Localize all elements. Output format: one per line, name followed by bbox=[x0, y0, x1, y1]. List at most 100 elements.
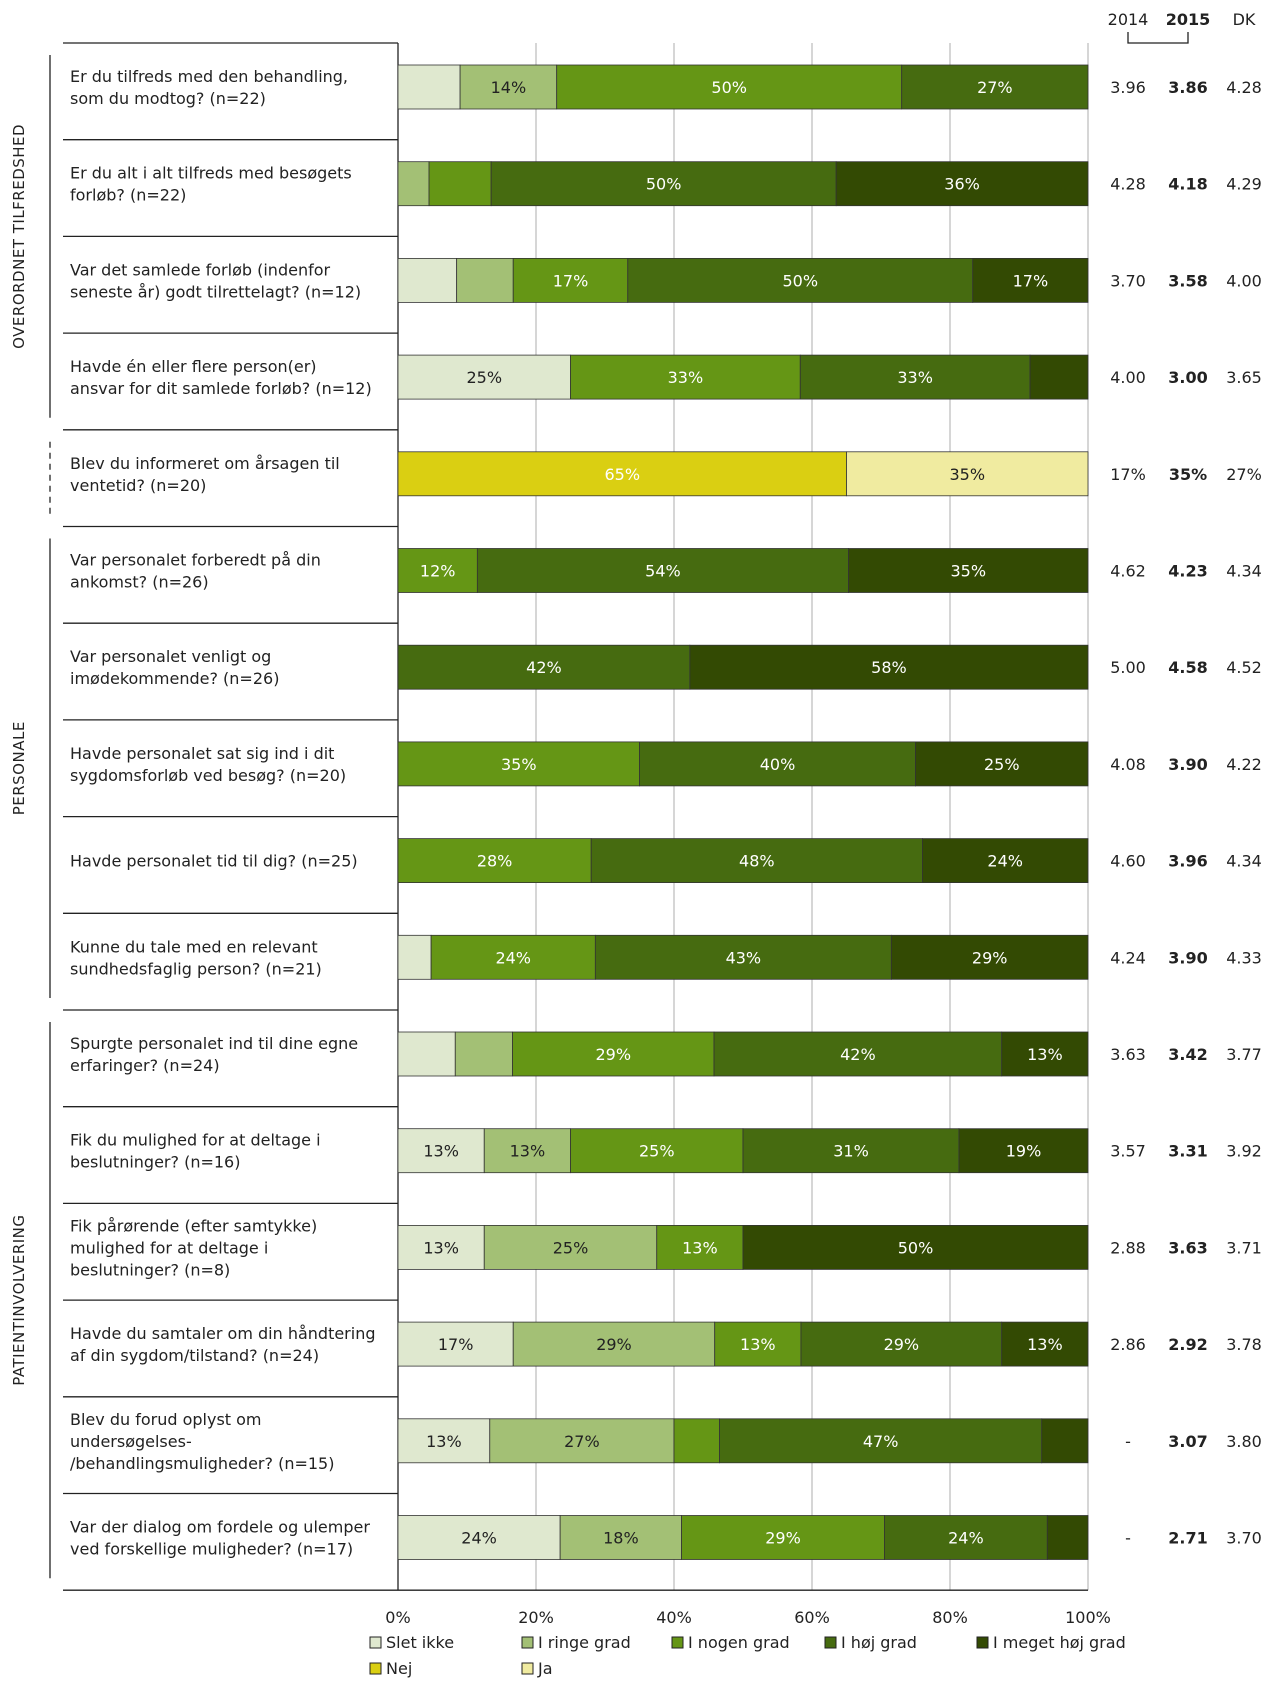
score-value: 3.77 bbox=[1226, 1045, 1262, 1064]
question-text: seneste år) godt tilrettelagt? (n=12) bbox=[70, 282, 361, 301]
score-value: 3.07 bbox=[1168, 1432, 1207, 1451]
score-value: 3.78 bbox=[1226, 1335, 1262, 1354]
bar-segment bbox=[800, 1321, 1003, 1367]
question-text: beslutninger? (n=8) bbox=[70, 1260, 230, 1279]
score-value: 5.00 bbox=[1110, 658, 1146, 677]
data-label: 29% bbox=[884, 1335, 920, 1354]
bar-segment bbox=[397, 644, 691, 690]
question-text: /behandlingsmuligheder? (n=15) bbox=[70, 1454, 334, 1473]
legend-label: I høj grad bbox=[841, 1633, 917, 1652]
score-value: - bbox=[1125, 1529, 1131, 1548]
question-text: sygdomsforløb ved besøg? (n=20) bbox=[70, 766, 346, 785]
score-value: 3.70 bbox=[1110, 271, 1146, 290]
score-value: 4.22 bbox=[1226, 755, 1262, 774]
data-label: 35% bbox=[951, 562, 987, 581]
data-label: 65% bbox=[604, 465, 640, 484]
score-value: 4.33 bbox=[1226, 948, 1262, 967]
bar-segment bbox=[594, 934, 892, 980]
score-value: 4.08 bbox=[1110, 755, 1146, 774]
score-value: 2.92 bbox=[1168, 1335, 1207, 1354]
score-value: 3.80 bbox=[1226, 1432, 1262, 1451]
data-label: 50% bbox=[646, 175, 682, 194]
data-label: 58% bbox=[871, 658, 907, 677]
data-label: 24% bbox=[461, 1529, 497, 1548]
score-value: 4.23 bbox=[1168, 562, 1207, 581]
bar-segment bbox=[490, 161, 837, 207]
legend-swatch bbox=[671, 1636, 684, 1649]
bar-segment bbox=[397, 1515, 561, 1560]
bar-segment bbox=[799, 354, 1031, 400]
question-text: Er du tilfreds med den behandling, bbox=[70, 67, 348, 86]
question-text: Fik pårørende (efter samtykke) bbox=[70, 1216, 317, 1235]
data-label: 50% bbox=[782, 271, 818, 290]
question-text: Var det samlede forløb (indenfor bbox=[70, 260, 331, 279]
score-value: 4.60 bbox=[1110, 852, 1146, 871]
bar-segment bbox=[512, 1321, 716, 1367]
score-value: 3.42 bbox=[1168, 1045, 1207, 1064]
bar-segment bbox=[742, 1225, 1089, 1270]
score-value: 27% bbox=[1226, 465, 1262, 484]
group-label: OVERORDNET TILFREDSHED bbox=[10, 124, 28, 349]
score-value: 4.34 bbox=[1226, 852, 1262, 871]
question-text: Er du alt i alt tilfreds med besøgets bbox=[70, 164, 352, 183]
group-label: PERSONALE bbox=[10, 721, 28, 815]
bar-segment bbox=[639, 741, 916, 787]
bar-segment bbox=[556, 64, 903, 110]
score-value: 3.90 bbox=[1168, 755, 1207, 774]
bar-segment bbox=[397, 64, 461, 110]
bar-segment bbox=[483, 1225, 658, 1270]
bar-segment bbox=[1046, 1515, 1089, 1560]
bar-segment bbox=[890, 934, 1089, 980]
year-bracket bbox=[1127, 32, 1189, 44]
bar-segment bbox=[846, 451, 1089, 497]
bar-segment bbox=[681, 1515, 885, 1560]
question-text: ventetid? (n=20) bbox=[70, 476, 206, 495]
score-value: 3.70 bbox=[1226, 1529, 1262, 1548]
data-label: 18% bbox=[603, 1529, 639, 1548]
score-value: 4.00 bbox=[1226, 271, 1262, 290]
bar-segment bbox=[428, 161, 492, 207]
data-label: 28% bbox=[477, 852, 513, 871]
question-text: beslutninger? (n=16) bbox=[70, 1153, 240, 1172]
question-text: Havde du samtaler om din håndtering bbox=[70, 1324, 376, 1343]
score-value: 4.00 bbox=[1110, 368, 1146, 387]
score-value: 4.28 bbox=[1226, 78, 1262, 97]
question-text: Havde én eller flere person(er) bbox=[70, 357, 317, 376]
bar-segment bbox=[512, 1031, 715, 1077]
data-label: 17% bbox=[553, 271, 589, 290]
bar-segment bbox=[901, 64, 1089, 110]
question-text: Havde personalet sat sig ind i dit bbox=[70, 744, 334, 763]
bar-segment bbox=[719, 1418, 1043, 1464]
data-label: 42% bbox=[526, 658, 562, 677]
question-text: som du modtog? (n=22) bbox=[70, 89, 266, 108]
data-label: 29% bbox=[596, 1335, 632, 1354]
score-value: 3.58 bbox=[1168, 271, 1207, 290]
data-label: 14% bbox=[491, 78, 527, 97]
bar-segment bbox=[570, 354, 801, 400]
data-label: 48% bbox=[739, 852, 775, 871]
legend-swatch bbox=[369, 1636, 382, 1649]
score-value: 2.88 bbox=[1110, 1238, 1146, 1257]
group-label: PATIENTINVOLVERING bbox=[10, 1214, 28, 1385]
score-value: 3.90 bbox=[1168, 948, 1207, 967]
bar-segment bbox=[397, 1321, 514, 1367]
bar-segment bbox=[713, 1031, 1003, 1077]
question-text: erfaringer? (n=24) bbox=[70, 1056, 220, 1075]
question-text: forløb? (n=22) bbox=[70, 186, 186, 205]
data-label: 12% bbox=[420, 562, 456, 581]
score-value: 3.92 bbox=[1226, 1142, 1262, 1161]
bar-segment bbox=[456, 257, 514, 303]
data-label: 25% bbox=[553, 1238, 589, 1257]
data-label: 43% bbox=[726, 948, 762, 967]
legend-label: Ja bbox=[537, 1659, 553, 1678]
data-label: 13% bbox=[423, 1142, 459, 1161]
legend-swatch bbox=[824, 1636, 837, 1649]
data-label: 17% bbox=[438, 1335, 474, 1354]
question-text: ankomst? (n=26) bbox=[70, 573, 209, 592]
score-value: 2.71 bbox=[1168, 1529, 1207, 1548]
bar-segment bbox=[397, 451, 847, 497]
bar-segment bbox=[972, 257, 1089, 303]
bar-segment bbox=[397, 1031, 456, 1077]
bar-segment bbox=[489, 1418, 675, 1464]
score-value: 4.58 bbox=[1168, 658, 1207, 677]
